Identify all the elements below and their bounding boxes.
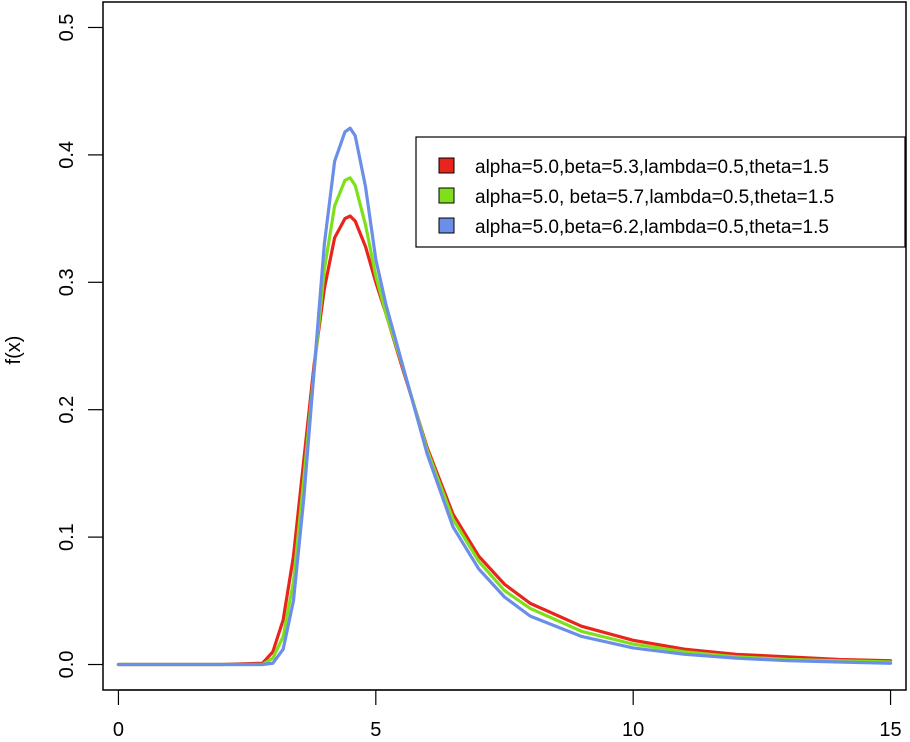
x-tick-label-2: 10	[622, 719, 644, 741]
legend-label-2: alpha=5.0, beta=5.7,lambda=0.5,theta=1.5	[475, 187, 834, 208]
series-line-1	[116, 214, 893, 667]
legend-swatch-2	[438, 187, 455, 204]
series-line-3	[116, 126, 893, 667]
series-line-2	[116, 176, 893, 667]
y-tick-label-2: 0.2	[56, 396, 78, 424]
plot-frame	[102, 1, 907, 691]
legend-label-3: alpha=5.0,beta=6.2,lambda=0.5,theta=1.5	[475, 217, 829, 238]
legend-swatch-3	[438, 217, 455, 234]
y-axis: 0.0 0.1 0.2 0.3 0.4 0.5	[56, 14, 104, 679]
legend: alpha=5.0,beta=5.3,lambda=0.5,theta=1.5 a…	[415, 136, 906, 248]
x-tick-label-3: 15	[879, 719, 901, 741]
legend-label-1: alpha=5.0,beta=5.3,lambda=0.5,theta=1.5	[475, 157, 829, 178]
y-tick-label-5: 0.5	[56, 14, 78, 42]
y-tick-label-4: 0.4	[56, 141, 78, 169]
y-tick-label-3: 0.3	[56, 268, 78, 296]
x-axis: 0 5 10 15	[113, 689, 902, 741]
y-tick-label-0: 0.0	[56, 651, 78, 679]
y-axis-label: f(x)	[3, 336, 25, 365]
series-layer	[116, 126, 893, 667]
x-tick-label-0: 0	[113, 719, 124, 741]
legend-box	[415, 136, 906, 248]
y-tick-label-1: 0.1	[56, 523, 78, 551]
x-tick-label-1: 5	[370, 719, 381, 741]
legend-swatch-1	[438, 157, 455, 174]
legend-items: alpha=5.0,beta=5.3,lambda=0.5,theta=1.5 a…	[438, 157, 834, 238]
